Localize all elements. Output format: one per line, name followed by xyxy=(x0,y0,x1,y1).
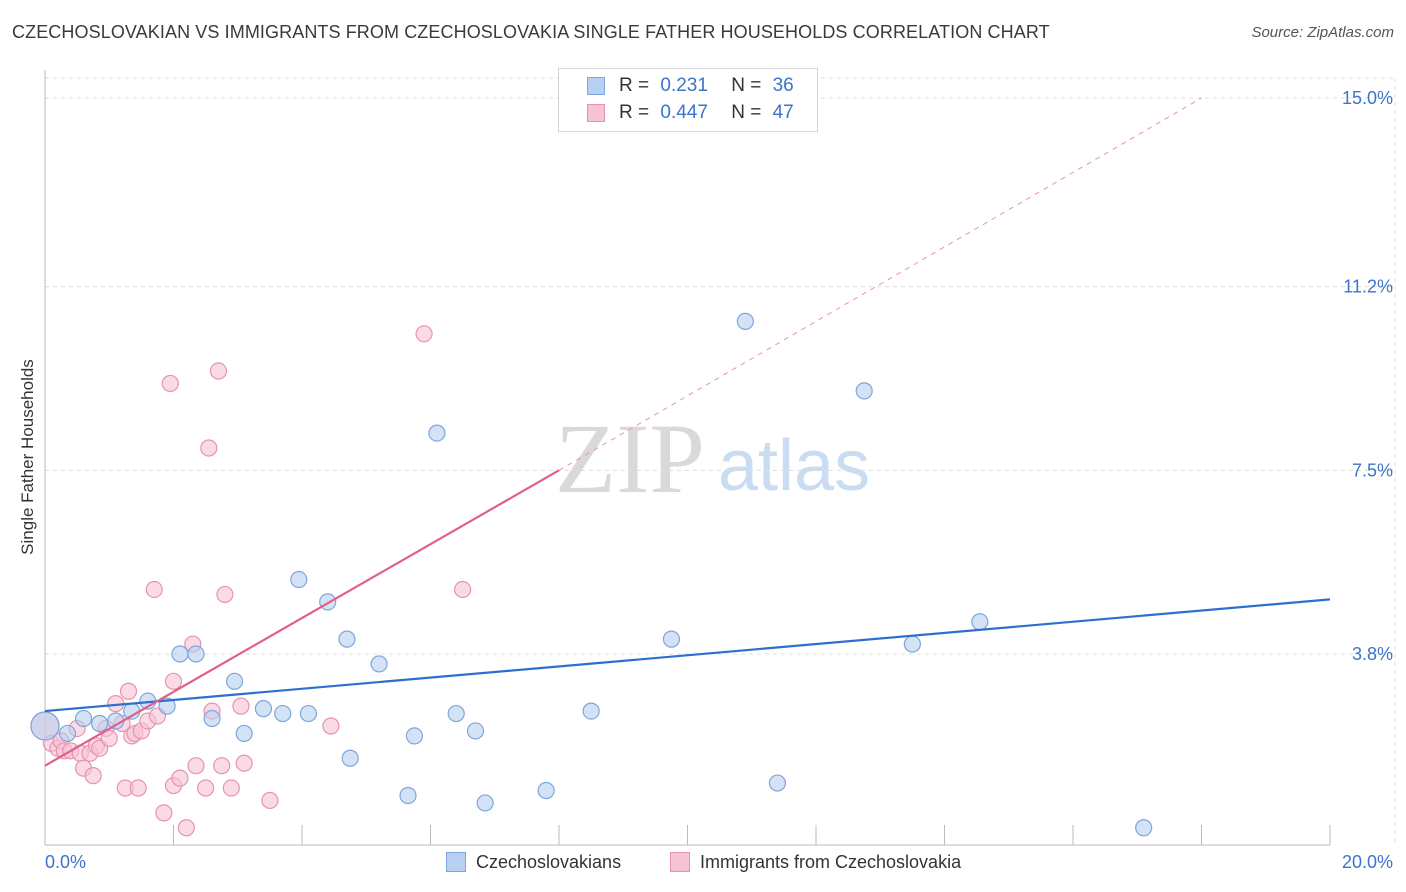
legend-n-label: N = xyxy=(731,102,762,123)
immigrant-point xyxy=(155,804,173,822)
immigrant-point xyxy=(213,757,231,775)
legend-r-value: 0.447 xyxy=(660,102,708,123)
czechoslovakian-point xyxy=(30,711,60,741)
source-label: Source: ZipAtlas.com xyxy=(1251,24,1394,41)
immigrant-point xyxy=(261,791,279,810)
immigrant-point xyxy=(171,769,189,787)
bottom-legend-swatch-pink xyxy=(670,852,690,872)
x-tick-label-max: 20.0% xyxy=(1342,852,1393,872)
y-tick-label: 3.8% xyxy=(1352,644,1393,664)
bottom-legend-immigrants: Immigrants from Czechoslovakia xyxy=(670,852,961,873)
czechoslovakian-point xyxy=(203,709,221,728)
czechoslovakian-point xyxy=(399,786,417,805)
czechoslovakian-point xyxy=(158,697,176,715)
czechoslovakian-point xyxy=(1135,819,1153,837)
immigrant-point xyxy=(161,374,179,393)
immigrant-point xyxy=(454,580,472,599)
czechoslovakian-point xyxy=(341,749,359,767)
czechoslovakian-point xyxy=(582,702,600,720)
immigrant-point xyxy=(222,779,240,797)
immigrant-point xyxy=(84,767,102,785)
czechoslovakian-point xyxy=(855,382,873,400)
czechoslovakian-trend-line xyxy=(44,598,1331,713)
czechoslovakian-point xyxy=(235,724,253,743)
immigrant-point xyxy=(209,362,228,380)
immigrant-point xyxy=(232,697,250,715)
watermark-atlas: atlas xyxy=(718,426,870,506)
czechoslovakian-point xyxy=(187,645,205,663)
bottom-legend-label: Immigrants from Czechoslovakia xyxy=(700,852,962,872)
immigrant-point xyxy=(100,729,118,747)
czechoslovakian-point xyxy=(903,635,921,653)
czechoslovakian-point xyxy=(447,704,465,723)
czechoslovakian-point xyxy=(476,794,494,812)
legend-swatch-blue xyxy=(587,77,605,95)
immigrant-point xyxy=(415,325,433,343)
czechoslovakian-point xyxy=(768,774,787,792)
immigrant-point xyxy=(216,585,234,604)
czechoslovakian-point xyxy=(537,781,555,800)
immigrant-point xyxy=(177,819,195,837)
bottom-legend-swatch-blue xyxy=(446,852,466,872)
legend-r-label: R = xyxy=(619,75,650,96)
legend-r-value: 0.231 xyxy=(660,75,708,96)
czechoslovakian-point xyxy=(254,700,273,718)
czechoslovakian-point xyxy=(74,709,93,728)
czechoslovakian-point xyxy=(466,722,485,740)
czechoslovakian-point xyxy=(171,645,189,663)
czechoslovakian-point xyxy=(736,312,754,330)
legend-swatch-pink xyxy=(587,104,605,122)
immigrant-trend-line xyxy=(44,469,560,767)
x-tick-label-min: 0.0% xyxy=(45,852,86,872)
bottom-legend-label: Czechoslovakians xyxy=(476,852,622,872)
immigrant-point xyxy=(187,757,205,775)
legend-r-label: R = xyxy=(619,102,650,123)
czechoslovakian-point xyxy=(299,704,318,723)
czechoslovakian-point xyxy=(91,714,109,733)
immigrant-trend-extension xyxy=(558,97,1202,471)
czechoslovakian-point xyxy=(428,424,446,442)
czechoslovakian-point xyxy=(370,655,388,673)
chart-title: CZECHOSLOVAKIAN VS IMMIGRANTS FROM CZECH… xyxy=(12,22,1050,42)
legend-n-label: N = xyxy=(731,75,762,96)
czechoslovakian-point xyxy=(338,630,356,648)
immigrant-point xyxy=(119,682,138,700)
czechoslovakian-point xyxy=(971,613,989,631)
watermark-zip: ZIP xyxy=(555,403,705,514)
czechoslovakian-point xyxy=(274,704,292,723)
bottom-legend-czechoslovakians: Czechoslovakians xyxy=(446,852,621,873)
immigrant-point xyxy=(164,672,183,690)
czechoslovakian-point xyxy=(58,724,77,743)
legend-n-value: 36 xyxy=(772,75,794,96)
correlation-legend: R = 0.231 N = 36 R = 0.447 N = 47 xyxy=(558,68,818,132)
immigrant-point xyxy=(235,754,253,772)
legend-n-value: 47 xyxy=(772,102,794,123)
immigrant-point xyxy=(129,779,147,797)
y-tick-label: 15.0% xyxy=(1342,88,1393,108)
immigrant-point xyxy=(197,779,215,797)
czechoslovakian-point xyxy=(225,672,244,690)
immigrant-point xyxy=(322,717,340,735)
czechoslovakian-point xyxy=(405,727,424,745)
czechoslovakian-point xyxy=(290,570,308,589)
y-tick-label: 11.2% xyxy=(1343,277,1393,297)
czechoslovakian-point xyxy=(662,630,681,648)
immigrant-point xyxy=(200,439,218,457)
immigrant-point xyxy=(145,580,163,599)
y-tick-label: 7.5% xyxy=(1352,460,1393,480)
